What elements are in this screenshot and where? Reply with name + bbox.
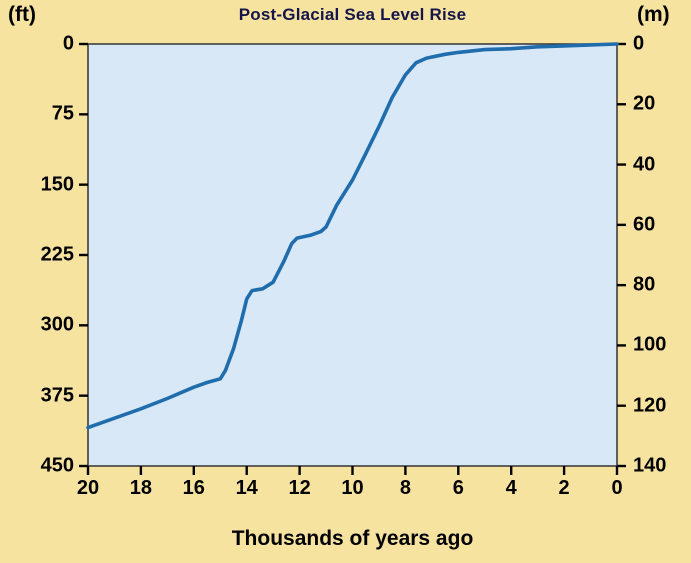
right-axis-tick-label: 80 (633, 273, 656, 296)
left-axis-tick-label: 150 (40, 173, 74, 196)
right-axis-tick-label: 0 (633, 32, 645, 55)
x-axis-tick-label: 18 (129, 477, 153, 499)
x-axis-tick-label: 2 (558, 477, 570, 499)
x-axis-tick-label: 6 (452, 477, 464, 499)
left-axis-tick-label: 75 (51, 102, 74, 125)
left-axis-unit-label: (ft) (8, 3, 36, 26)
left-axis-tick-label: 300 (40, 313, 74, 336)
right-axis-tick-label: 40 (633, 153, 656, 176)
x-axis-tick-label: 16 (182, 477, 205, 499)
plot-area (87, 43, 618, 467)
right-axis-tick-label: 120 (633, 394, 667, 417)
sea-level-line (86, 42, 619, 430)
x-axis-tick-label: 14 (235, 477, 258, 499)
x-axis-label: Thousands of years ago (231, 527, 474, 550)
right-axis-unit-label: (m) (637, 3, 670, 26)
right-axis-tick-label: 100 (633, 333, 667, 356)
chart-title: Post-Glacial Sea Level Rise (238, 5, 467, 24)
left-axis-tick-label: 375 (40, 384, 74, 407)
left-axis-tick-label: 225 (40, 243, 74, 266)
x-axis-tick-label: 20 (76, 477, 100, 499)
right-axis-tick-label: 20 (633, 92, 656, 115)
x-axis-tick-label: 10 (341, 477, 364, 499)
left-axis-tick-label: 450 (40, 454, 74, 477)
x-axis-tick-label: 4 (505, 477, 517, 499)
x-axis-tick-label: 12 (288, 477, 311, 499)
right-axis-tick-label: 60 (633, 213, 656, 236)
left-axis-tick-label: 0 (62, 32, 74, 55)
x-axis-tick-label: 0 (611, 477, 623, 499)
x-axis-tick-label: 8 (399, 477, 411, 499)
right-axis-tick-label: 140 (633, 454, 667, 477)
